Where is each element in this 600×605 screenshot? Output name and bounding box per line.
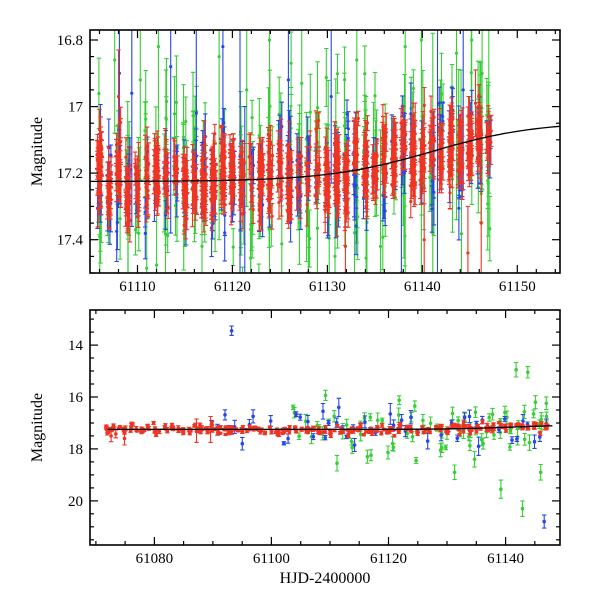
y-tick-label: 17 <box>68 100 84 116</box>
x-tick-label: 61100 <box>253 551 290 567</box>
x-tick-label: 61110 <box>119 279 155 295</box>
series-blue-points <box>209 329 549 524</box>
x-tick-label: 61130 <box>309 279 346 295</box>
axis-ticks <box>90 30 560 274</box>
y-tick-label: 20 <box>68 494 83 510</box>
y-tick-label: 17.4 <box>57 233 84 249</box>
series-green-points <box>291 367 549 511</box>
series-green-error-bars <box>291 361 549 517</box>
y-tick-label: 17.2 <box>57 166 83 182</box>
series-red-points <box>95 93 493 255</box>
axis-ticks <box>90 310 560 545</box>
series-green-error-bars <box>96 30 492 273</box>
y-tick-label: 16 <box>68 390 84 406</box>
y-axis-title: Magnitude <box>29 117 46 186</box>
data-area <box>90 30 560 273</box>
y-tick-label: 18 <box>68 442 83 458</box>
model-light-curve <box>107 425 553 431</box>
panel-top: 61110 61120 61130 61140 61150 16.8 17 17.2 17.4 M… <box>29 29 561 295</box>
axes-frame <box>89 309 561 546</box>
x-tick-label: 61080 <box>136 551 174 567</box>
x-tick-label: 61140 <box>487 551 524 567</box>
x-tick-label: 61150 <box>499 279 536 295</box>
x-axis-title: HJD-2400000 <box>280 570 371 587</box>
y-tick-label: 14 <box>68 338 84 354</box>
x-tick-label: 61140 <box>404 279 441 295</box>
panel-bottom: 61080 61100 61120 61140 14 16 18 20 Magnitude HJD… <box>29 309 561 587</box>
data-area <box>103 325 553 529</box>
model-light-curve <box>90 125 560 183</box>
y-axis-title: Magnitude <box>29 393 46 462</box>
y-tick-label: 16.8 <box>57 33 83 49</box>
x-tick-label: 61120 <box>370 551 407 567</box>
x-tick-label: 61120 <box>214 279 251 295</box>
axes-frame <box>89 29 561 274</box>
